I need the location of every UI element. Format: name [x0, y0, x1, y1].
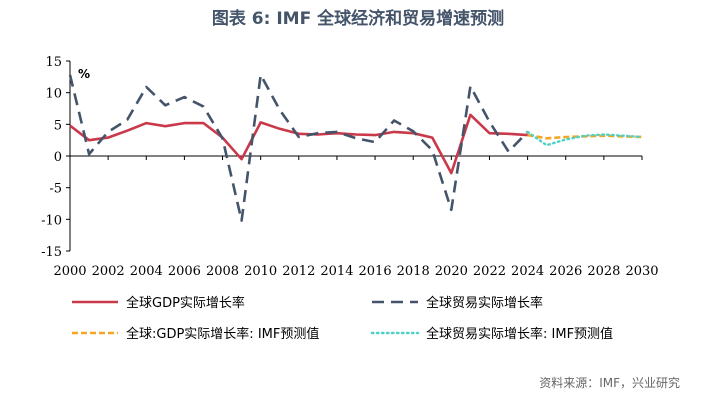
x-tick-label: 2016: [359, 264, 392, 279]
x-tick-label: 2024: [511, 264, 544, 279]
y-tick-label: -5: [49, 182, 62, 197]
series-line-trade_forecast: [526, 130, 644, 147]
y-tick-label: -10: [41, 213, 62, 228]
legend-label-trade_forecast: 全球贸易实际增长率: IMF预测值: [426, 326, 613, 342]
series-layer: [68, 73, 644, 222]
y-tick-label: 5: [54, 118, 62, 133]
x-tick-label: 2000: [53, 264, 86, 279]
chart-title: 图表 6: IMF 全球经济和贸易增速预测: [211, 9, 505, 29]
legend-label-gdp_forecast: 全球:GDP实际增长率: IMF预测值: [126, 326, 319, 342]
legend-label-trade_actual: 全球贸易实际增长率: [426, 295, 543, 311]
series-line-trade_actual: [68, 73, 529, 222]
x-tick-label: 2020: [435, 264, 468, 279]
y-tick-label: -15: [41, 245, 62, 260]
x-tick-label: 2028: [587, 264, 620, 279]
y-tick-label: 15: [45, 55, 62, 70]
y-tick-label: 10: [45, 87, 62, 102]
y-unit-label: %: [78, 67, 90, 81]
x-tick-label: 2012: [282, 264, 315, 279]
y-tick-label: 0: [54, 150, 62, 165]
x-tick-label: 2008: [206, 264, 239, 279]
series-line-gdp_actual: [69, 113, 528, 175]
x-tick-label: 2026: [549, 264, 582, 279]
x-tick-label: 2004: [130, 264, 163, 279]
legend-label-gdp_actual: 全球GDP实际增长率: [126, 295, 245, 311]
x-tick-label: 2018: [397, 264, 430, 279]
x-tick-label: 2030: [625, 264, 658, 279]
x-tick-label: 2010: [244, 264, 277, 279]
x-tick-label: 2022: [473, 264, 506, 279]
axes: 15 10 5 0 -5 -10 -15 2000 2002 2004 2006 2008 2010 20…: [41, 55, 658, 279]
source-note: 资料来源：IMF，兴业研究: [539, 376, 680, 390]
x-tick-label: 2006: [168, 264, 201, 279]
x-tick-label: 2014: [320, 264, 353, 279]
x-tick-label: 2002: [92, 264, 125, 279]
